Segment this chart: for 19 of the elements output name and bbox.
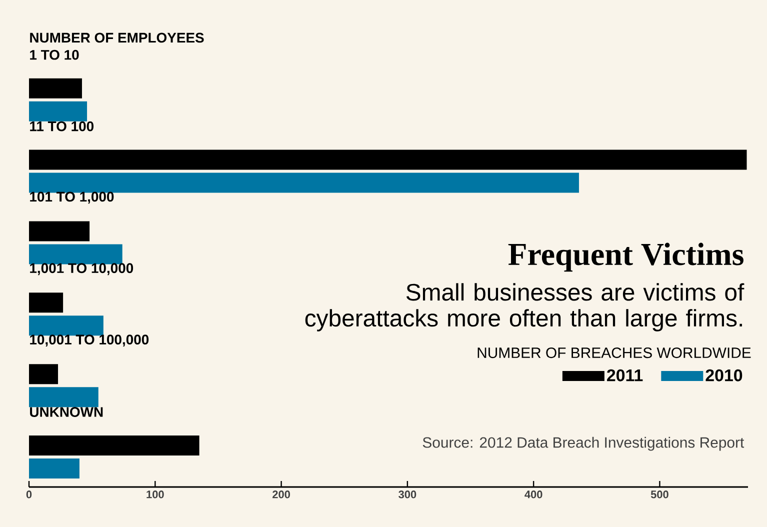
x-tick-label: 300: [398, 490, 416, 498]
y-tick-label: 1,001 TO 10,000: [30, 263, 134, 276]
y-tick-label: 1 TO 10: [30, 50, 79, 60]
text: Small businesses are victims of cyberattacks more often than large firms.: [305, 283, 744, 332]
y-tick-label: 101 TO 1,000: [30, 192, 114, 204]
text: Frequent Victims: [508, 242, 744, 272]
x-tick-label: 100: [146, 490, 164, 498]
x-tick-label: 0: [26, 490, 32, 498]
legend-title: NUMBER OF BREACHES WORLDWIDE: [478, 347, 751, 358]
legend-label: 2011: [607, 369, 643, 382]
y-tick-label: 10,001 TO 100,000: [30, 334, 149, 347]
y-tick-label: UNKNOWN: [30, 407, 103, 417]
y-tick-label: 11 TO 100: [30, 121, 94, 132]
x-tick-label: 500: [650, 490, 668, 498]
x-tick-label: 200: [272, 490, 290, 498]
annotation: Source: 2012 Data Breach Investigations Report: [422, 436, 744, 451]
y-axis-title: NUMBER OF EMPLOYEES: [30, 32, 204, 43]
legend-label: 2010: [706, 369, 742, 382]
x-tick-label: 400: [524, 490, 542, 498]
